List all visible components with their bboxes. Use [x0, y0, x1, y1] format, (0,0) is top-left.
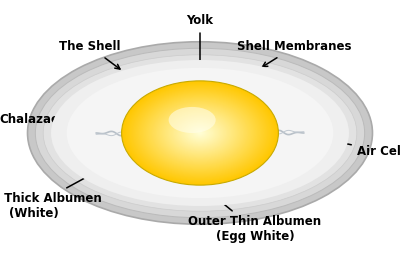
Ellipse shape: [182, 121, 218, 145]
Ellipse shape: [153, 102, 247, 164]
Ellipse shape: [156, 103, 244, 163]
Ellipse shape: [191, 127, 209, 139]
Ellipse shape: [160, 106, 240, 160]
Ellipse shape: [141, 94, 259, 172]
Ellipse shape: [199, 132, 201, 134]
Ellipse shape: [167, 111, 233, 155]
Ellipse shape: [197, 131, 203, 135]
Ellipse shape: [186, 123, 214, 143]
Ellipse shape: [127, 84, 273, 182]
Ellipse shape: [172, 115, 228, 151]
Ellipse shape: [122, 81, 278, 185]
Ellipse shape: [130, 86, 270, 180]
Ellipse shape: [131, 87, 269, 179]
Ellipse shape: [133, 89, 267, 177]
Ellipse shape: [171, 114, 229, 152]
Ellipse shape: [51, 60, 349, 206]
Text: Inner Thick Albumen
(White): Inner Thick Albumen (White): [0, 173, 102, 220]
Ellipse shape: [145, 97, 255, 169]
Ellipse shape: [161, 107, 239, 159]
Ellipse shape: [195, 130, 205, 136]
Ellipse shape: [67, 68, 333, 198]
Ellipse shape: [140, 93, 260, 173]
Ellipse shape: [192, 128, 208, 138]
Ellipse shape: [190, 126, 210, 140]
Text: Outer Thin Albumen
(Egg White): Outer Thin Albumen (Egg White): [188, 190, 322, 243]
Ellipse shape: [135, 90, 265, 176]
Ellipse shape: [158, 105, 242, 161]
Ellipse shape: [144, 96, 256, 170]
Ellipse shape: [152, 101, 248, 165]
Ellipse shape: [184, 123, 216, 143]
Ellipse shape: [157, 104, 243, 162]
Text: Yolk: Yolk: [186, 14, 214, 80]
Ellipse shape: [174, 116, 226, 150]
Ellipse shape: [187, 124, 213, 142]
Ellipse shape: [176, 117, 224, 149]
Text: Air Cell: Air Cell: [338, 140, 400, 158]
Ellipse shape: [150, 100, 250, 166]
Ellipse shape: [126, 84, 274, 182]
Ellipse shape: [128, 85, 272, 181]
Ellipse shape: [28, 42, 372, 224]
Ellipse shape: [180, 120, 220, 146]
Ellipse shape: [137, 91, 263, 175]
Ellipse shape: [35, 48, 365, 218]
Ellipse shape: [43, 55, 357, 211]
Ellipse shape: [138, 92, 262, 174]
Ellipse shape: [188, 125, 212, 141]
Ellipse shape: [194, 129, 206, 137]
Ellipse shape: [175, 117, 225, 149]
Ellipse shape: [169, 112, 231, 154]
Ellipse shape: [142, 95, 258, 171]
Ellipse shape: [178, 118, 222, 148]
Ellipse shape: [169, 107, 216, 133]
Ellipse shape: [183, 122, 217, 144]
Ellipse shape: [164, 109, 236, 157]
Text: The Shell: The Shell: [60, 40, 121, 69]
Ellipse shape: [123, 82, 277, 184]
Ellipse shape: [196, 130, 204, 136]
Ellipse shape: [166, 110, 234, 156]
Ellipse shape: [136, 90, 264, 176]
Text: Shell Membranes: Shell Membranes: [237, 40, 351, 67]
Ellipse shape: [165, 110, 235, 156]
Ellipse shape: [154, 103, 246, 163]
Text: Chalazae: Chalazae: [0, 114, 104, 131]
Ellipse shape: [132, 88, 268, 178]
Ellipse shape: [146, 97, 254, 169]
Ellipse shape: [148, 98, 252, 168]
Ellipse shape: [149, 99, 251, 167]
Ellipse shape: [124, 83, 276, 183]
Ellipse shape: [162, 108, 238, 158]
Ellipse shape: [179, 119, 221, 147]
Ellipse shape: [170, 113, 230, 153]
